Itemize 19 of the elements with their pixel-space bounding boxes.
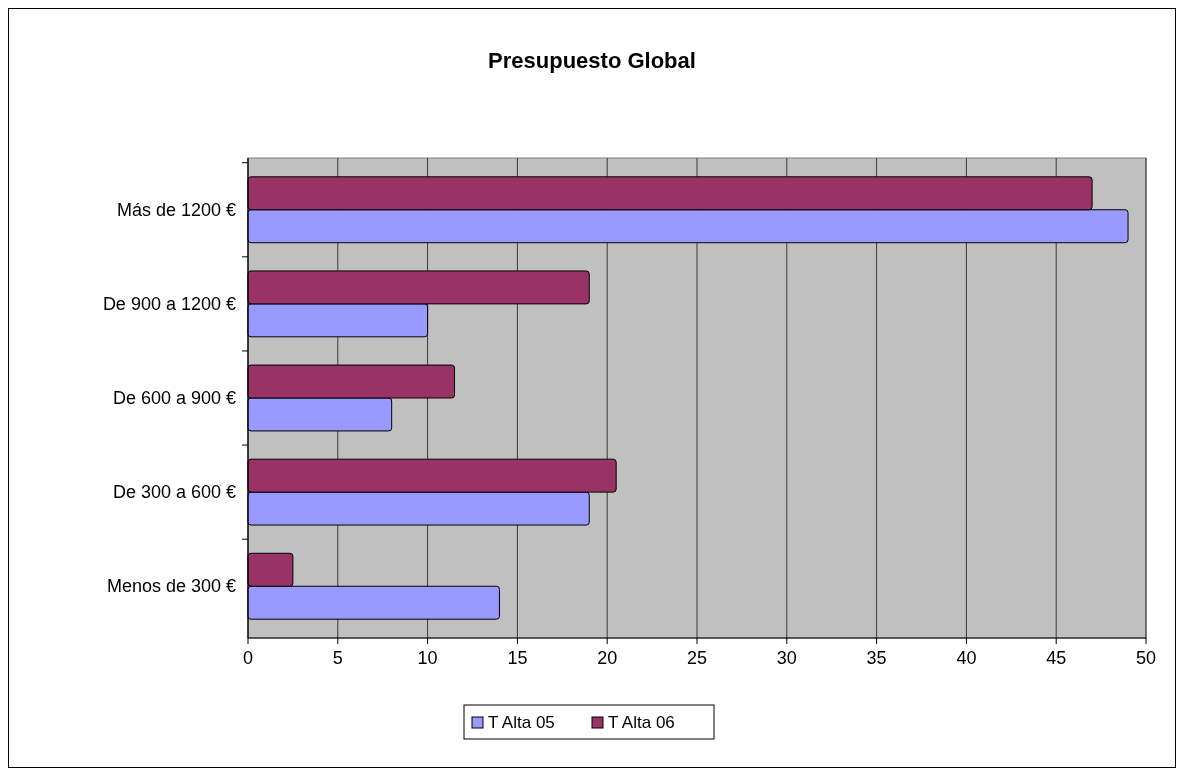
y-tick-label: Menos de 300 €: [106, 576, 236, 597]
y-tick-label: De 600 a 900 €: [112, 388, 236, 408]
legend-label: T Alta 05: [488, 713, 555, 732]
x-tick-label: 35: [866, 648, 887, 668]
x-tick-label: 25: [686, 648, 708, 668]
legend-label: T Alta 06: [608, 713, 675, 732]
x-tick-label: 15: [507, 648, 528, 668]
x-tick-label: 10: [417, 648, 438, 668]
x-tick-label: 5: [332, 648, 343, 668]
x-tick-label: 40: [956, 648, 977, 668]
x-tick-label: 50: [1135, 648, 1157, 668]
y-tick-label: De 900 a 1200 €: [102, 293, 236, 314]
x-tick-label: 0: [242, 648, 254, 668]
y-tick-label: De 300 a 600 €: [112, 482, 236, 503]
chart-title: Presupuesto Global: [488, 48, 696, 73]
y-tick-label: Más de 1200 €: [116, 199, 236, 220]
x-tick-label: 45: [1046, 648, 1067, 668]
x-tick-label: 30: [776, 648, 797, 668]
x-tick-label: 20: [597, 648, 618, 668]
